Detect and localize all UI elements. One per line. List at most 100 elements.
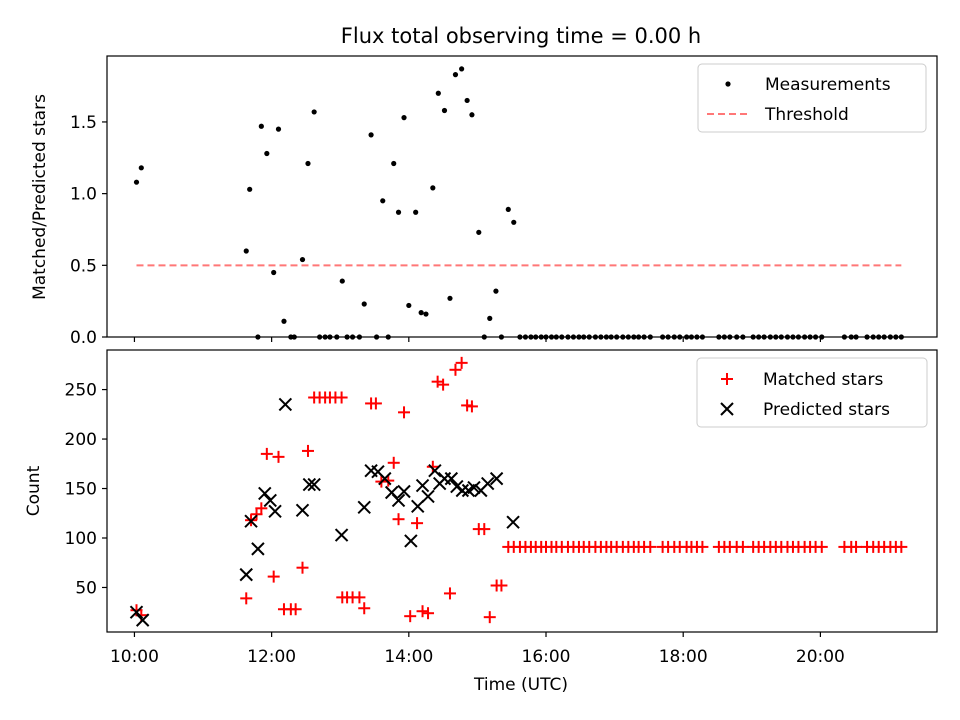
measurement-point <box>368 132 374 138</box>
legend-measurements-marker <box>725 81 731 87</box>
measurement-point <box>395 209 402 215</box>
bottom-x-axis-label: Time (UTC) <box>473 675 568 695</box>
top-y-axis-label: Matched/Predicted stars <box>30 94 50 300</box>
top-y-tick-label: 1.5 <box>70 113 97 133</box>
bottom-y-tick-label: 250 <box>65 381 97 401</box>
measurement-point <box>275 126 282 132</box>
measurement-point <box>493 288 499 294</box>
predicted-star-point <box>421 489 435 504</box>
top-axes-frame <box>106 55 938 338</box>
matched-star-point <box>850 540 863 553</box>
matched-star-point <box>644 540 657 553</box>
bottom-x-tick-label: 10:00 <box>110 647 159 667</box>
predicted-star-point <box>357 500 371 515</box>
predicted-star-point <box>480 476 495 491</box>
bottom-y-tick-label: 150 <box>65 480 97 500</box>
measurement-point <box>401 115 407 121</box>
measurement-point <box>264 150 270 157</box>
matched-star-point <box>815 540 828 553</box>
bottom-x-tick-label: 14:00 <box>384 647 433 667</box>
legend-predicted-label: Predicted stars <box>763 400 890 420</box>
top-y-tick-label: 0.5 <box>70 256 97 276</box>
predicted-star-point <box>489 471 504 486</box>
predicted-star-point <box>506 515 520 529</box>
measurement-point <box>361 301 367 307</box>
bottom-y-tick-label: 100 <box>65 529 97 549</box>
measurement-point <box>469 112 475 118</box>
matched-star-point <box>416 605 429 618</box>
matched-star-point <box>483 611 496 624</box>
bottom-axes-frame <box>106 349 938 633</box>
top-legend-box <box>697 63 927 133</box>
predicted-star-point <box>411 499 425 514</box>
measurement-point <box>452 72 459 78</box>
predicted-star-point <box>444 471 459 486</box>
matched-star-point <box>255 502 268 515</box>
predicted-star-point <box>258 486 272 501</box>
matched-star-point <box>736 540 749 553</box>
matched-star-point <box>455 356 468 369</box>
measurement-point <box>380 198 386 204</box>
predicted-star-point <box>378 471 392 486</box>
predicted-star-point <box>302 477 317 492</box>
matched-star-point <box>267 570 280 583</box>
measurement-point <box>247 186 253 192</box>
measurement-point <box>459 66 465 72</box>
measurement-point <box>138 165 144 171</box>
measurement-point <box>487 315 493 321</box>
predicted-star-point <box>251 542 265 556</box>
predicted-star-point <box>244 514 258 528</box>
matched-star-point <box>289 603 302 616</box>
measurement-point <box>447 295 453 301</box>
legend-predicted-marker <box>720 402 734 416</box>
matched-star-point <box>495 579 508 592</box>
matched-star-point <box>449 363 462 376</box>
matched-star-point <box>358 602 371 615</box>
bottom-y-tick-label: 50 <box>75 578 97 598</box>
predicted-star-point <box>129 605 144 619</box>
predicted-star-point <box>295 503 310 518</box>
measurement-point <box>243 248 249 254</box>
matched-star-point <box>437 378 450 391</box>
measurement-point <box>406 302 412 309</box>
chart-title: Flux total observing time = 0.00 h <box>341 24 701 48</box>
bottom-y-axis-label: Count <box>24 465 44 516</box>
measurement-point <box>441 107 448 114</box>
matched-star-point <box>301 444 314 457</box>
bottom-x-tick-label: 20:00 <box>796 647 845 667</box>
top-legend: Measurements Threshold <box>697 63 927 133</box>
predicted-star-point <box>239 567 253 582</box>
predicted-star-point <box>307 477 321 492</box>
bottom-x-tick-label: 12:00 <box>247 647 296 667</box>
matched-star-point <box>895 540 908 553</box>
measurement-point <box>305 160 311 167</box>
matched-star-point <box>398 406 411 419</box>
bottom-legend-box <box>696 357 928 428</box>
predicted-star-point <box>278 397 293 412</box>
predicted-star-point <box>397 484 411 499</box>
predicted-star-point <box>415 478 430 493</box>
top-y-tick-label: 1.0 <box>70 185 97 205</box>
measurement-point <box>435 90 441 96</box>
measurement-point <box>505 206 511 213</box>
predicted-star-point <box>263 493 277 508</box>
matched-star-point <box>411 517 424 530</box>
matched-star-point <box>296 561 309 574</box>
bottom-y-tick-label: 200 <box>65 430 97 450</box>
measurement-point <box>430 185 436 191</box>
predicted-star-point <box>455 483 470 498</box>
predicted-star-point <box>450 479 464 494</box>
measurement-point <box>476 229 482 235</box>
measurement-point <box>299 256 306 263</box>
matched-star-point <box>392 513 405 526</box>
matched-star-point <box>478 523 491 536</box>
matched-star-point <box>387 456 400 469</box>
top-panel: 0.0 0.5 1.0 1.5 Matched/Predicted stars Mea… <box>30 55 938 348</box>
legend-measurements-label: Measurements <box>765 75 891 95</box>
measurement-point <box>418 310 424 316</box>
matched-star-point <box>431 375 444 388</box>
measurement-point <box>311 109 317 115</box>
matched-star-point <box>272 450 285 463</box>
bottom-marks <box>129 356 908 627</box>
measurement-point <box>423 311 429 317</box>
